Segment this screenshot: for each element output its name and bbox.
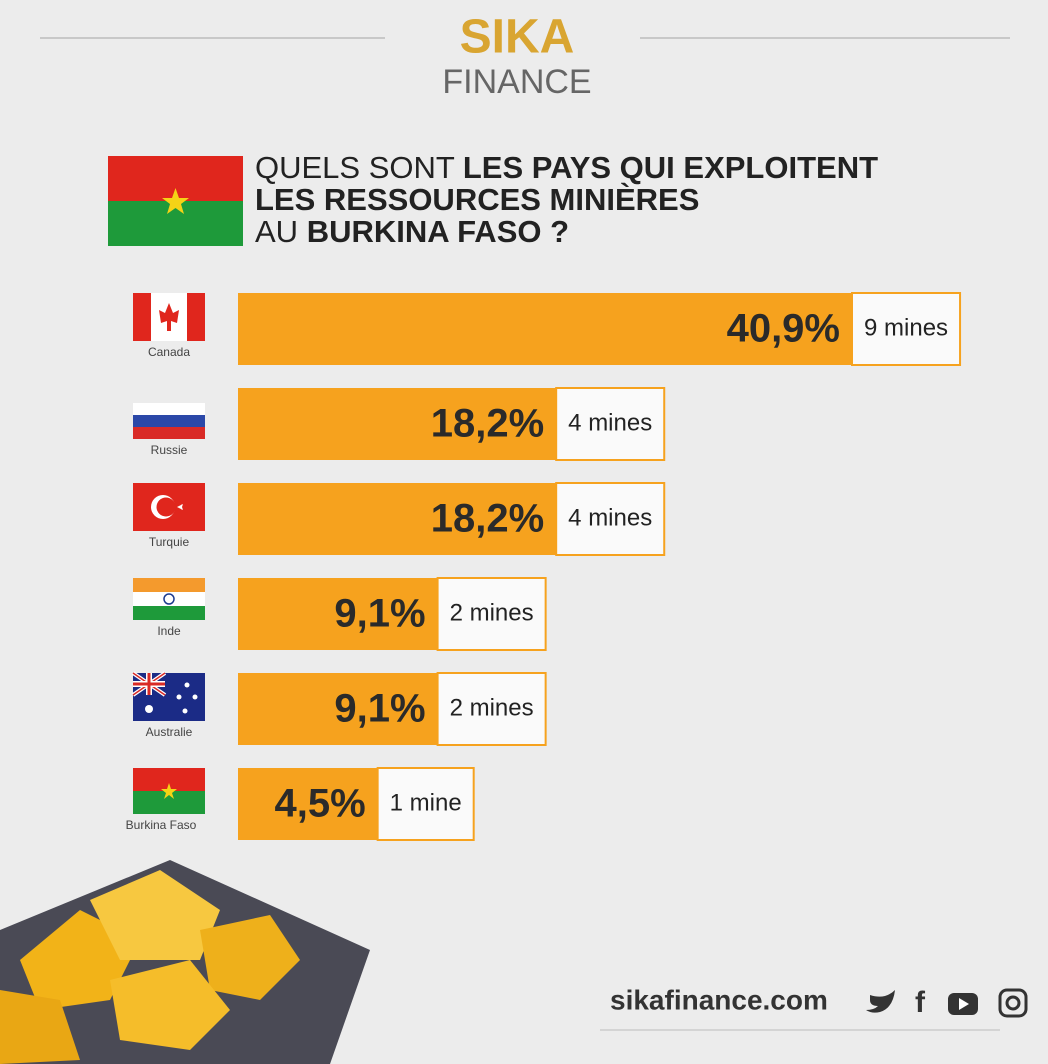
logo-bottom: FINANCE bbox=[442, 63, 591, 101]
flag-canada bbox=[133, 293, 205, 341]
mines-label: 4 mines bbox=[568, 409, 652, 436]
category-label: Turquie bbox=[149, 535, 190, 549]
bar bbox=[238, 578, 438, 650]
bar bbox=[238, 388, 557, 460]
category-label: Inde bbox=[157, 624, 181, 638]
mines-label: 9 mines bbox=[864, 314, 948, 341]
value-label: 18,2% bbox=[431, 497, 544, 541]
mines-box bbox=[376, 767, 475, 841]
mines-label: 4 mines bbox=[568, 504, 652, 531]
mines-label: 2 mines bbox=[450, 694, 534, 721]
mines-box bbox=[436, 577, 547, 651]
value-label: 18,2% bbox=[431, 402, 544, 446]
flag-burkina bbox=[133, 768, 205, 814]
svg-text:f: f bbox=[915, 986, 926, 1019]
title-line-1: QUELS SONT LES PAYS QUI EXPLOITENT bbox=[255, 150, 878, 185]
mines-box bbox=[851, 292, 962, 366]
mines-label: 2 mines bbox=[450, 599, 534, 626]
burkina-flag-header bbox=[108, 156, 243, 246]
mines-box bbox=[436, 672, 547, 746]
bar bbox=[238, 483, 557, 555]
category-label: Russie bbox=[151, 443, 188, 457]
flag-russia bbox=[133, 403, 205, 439]
category-label: Canada bbox=[148, 345, 190, 359]
value-label: 4,5% bbox=[274, 782, 365, 826]
value-label: 9,1% bbox=[334, 687, 425, 731]
bar bbox=[238, 768, 378, 840]
value-label: 40,9% bbox=[727, 307, 840, 351]
mines-label: 1 mine bbox=[390, 789, 462, 816]
flag-india bbox=[133, 578, 205, 620]
flag-australia bbox=[131, 671, 205, 721]
title-line-3: AU BURKINA FASO ? bbox=[255, 214, 569, 249]
category-label: Burkina Faso bbox=[126, 818, 197, 832]
bar bbox=[238, 293, 852, 365]
footer-site: sikafinance.com bbox=[610, 984, 828, 1015]
category-label: Australie bbox=[146, 725, 193, 739]
gold-chest bbox=[0, 860, 370, 1064]
value-label: 9,1% bbox=[334, 592, 425, 636]
title-line-2: LES RESSOURCES MINIÈRES bbox=[255, 182, 699, 217]
mines-box bbox=[555, 387, 666, 461]
social-icons: f bbox=[866, 986, 1028, 1019]
bar bbox=[238, 673, 438, 745]
mines-box bbox=[555, 482, 666, 556]
logo-top: SIKA bbox=[460, 11, 575, 64]
flag-turkey bbox=[133, 483, 205, 531]
